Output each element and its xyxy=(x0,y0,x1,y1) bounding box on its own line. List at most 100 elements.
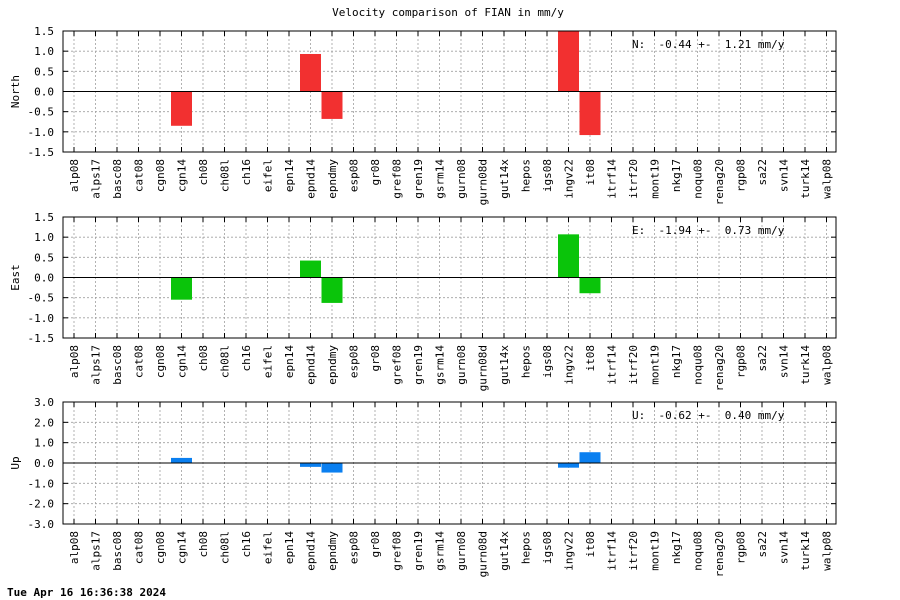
x-tick-label-gsrm14: gsrm14 xyxy=(434,531,447,571)
x-tick-label-cat08: cat08 xyxy=(133,159,146,192)
x-tick-label-cat08: cat08 xyxy=(133,531,146,564)
x-tick-label-gsrm14: gsrm14 xyxy=(434,159,447,199)
x-tick-label-itrf14: itrf14 xyxy=(606,159,619,199)
x-tick-label-ch08: ch08 xyxy=(197,345,210,372)
x-tick-label-svn14: svn14 xyxy=(778,159,791,192)
x-tick-label-basc08: basc08 xyxy=(111,159,124,199)
x-tick-label-epnd14: epnd14 xyxy=(305,531,318,571)
bar-epnd14 xyxy=(300,260,321,278)
x-tick-label-igs08: igs08 xyxy=(541,531,554,564)
x-tick-label-mont19: mont19 xyxy=(649,159,662,199)
summary-annotation: U: -0.62 +- 0.40 mm/y xyxy=(632,409,785,422)
x-tick-label-ch16: ch16 xyxy=(240,345,253,372)
x-tick-label-alp08: alp08 xyxy=(68,159,81,192)
x-tick-label-it08: it08 xyxy=(584,345,597,372)
x-tick-label-hepos: hepos xyxy=(520,159,533,192)
x-tick-label-renag20: renag20 xyxy=(713,531,726,577)
x-tick-label-itrf20: itrf20 xyxy=(627,159,640,199)
y-axis-label: East xyxy=(9,264,22,291)
x-tick-label-eifel: eifel xyxy=(262,531,275,564)
x-tick-label-noqu08: noqu08 xyxy=(692,345,705,385)
bar-epndmy xyxy=(321,91,343,119)
x-tick-label-eifel: eifel xyxy=(262,159,275,192)
x-tick-label-esp08: esp08 xyxy=(348,345,361,378)
bar-ingv22 xyxy=(558,31,579,92)
y-tick-label: 0.0 xyxy=(34,272,54,285)
y-tick-label: -3.0 xyxy=(28,518,55,531)
x-tick-label-noqu08: noqu08 xyxy=(692,159,705,199)
x-tick-label-renag20: renag20 xyxy=(713,345,726,391)
x-tick-label-rgp08: rgp08 xyxy=(735,345,748,378)
x-tick-label-alps17: alps17 xyxy=(90,345,103,385)
x-tick-label-gren19: gren19 xyxy=(412,345,425,385)
x-tick-label-epnd14: epnd14 xyxy=(305,159,318,199)
x-tick-label-esp08: esp08 xyxy=(348,159,361,192)
x-tick-label-cgn08: cgn08 xyxy=(154,345,167,378)
x-tick-label-it08: it08 xyxy=(584,531,597,558)
x-tick-label-esp08: esp08 xyxy=(348,531,361,564)
y-tick-label: 3.0 xyxy=(34,396,54,409)
x-tick-label-turk14: turk14 xyxy=(799,159,812,199)
x-tick-label-itrf14: itrf14 xyxy=(606,531,619,571)
y-tick-label: -2.0 xyxy=(28,498,55,511)
x-tick-label-itrf14: itrf14 xyxy=(606,345,619,385)
y-tick-label: -1.5 xyxy=(28,332,55,345)
bar-it08 xyxy=(579,452,601,463)
x-tick-label-gurn08d: gurn08d xyxy=(477,159,490,205)
x-tick-label-alp08: alp08 xyxy=(68,345,81,378)
x-tick-label-epn14: epn14 xyxy=(283,159,296,192)
x-tick-label-renag20: renag20 xyxy=(713,159,726,205)
bar-ingv22 xyxy=(558,234,579,278)
bar-it08 xyxy=(579,91,601,136)
x-tick-label-cgn14: cgn14 xyxy=(176,531,189,564)
x-tick-label-alps17: alps17 xyxy=(90,531,103,571)
y-axis-label: North xyxy=(9,75,22,108)
x-tick-label-gurn08d: gurn08d xyxy=(477,345,490,391)
x-tick-label-ch08l: ch08l xyxy=(219,531,232,564)
panel-east: 1.5 1.0 0.5 0.0 -0.5 -1.0 -1.5 alp08 alps17 basc0… xyxy=(9,211,837,391)
y-tick-label: 0.5 xyxy=(34,65,54,78)
x-tick-label-gref08: gref08 xyxy=(391,345,404,385)
x-tick-label-walp08: walp08 xyxy=(821,159,834,199)
y-tick-label: -1.0 xyxy=(28,477,55,490)
y-tick-label: -1.0 xyxy=(28,312,55,325)
y-tick-label: 1.0 xyxy=(34,437,54,450)
x-tick-label-epndmy: epndmy xyxy=(326,531,339,571)
x-tick-label-cgn08: cgn08 xyxy=(154,159,167,192)
x-tick-label-basc08: basc08 xyxy=(111,345,124,385)
panel-north: 1.5 1.0 0.5 0.0 -0.5 -1.0 -1.5 alp08 alps17 basc0… xyxy=(9,25,837,205)
y-tick-label: 0.0 xyxy=(34,457,54,470)
bar-ingv22 xyxy=(558,463,579,468)
x-tick-label-epn14: epn14 xyxy=(283,531,296,564)
x-tick-label-turk14: turk14 xyxy=(799,345,812,385)
x-tick-label-itrf20: itrf20 xyxy=(627,531,640,571)
x-tick-label-sa22: sa22 xyxy=(756,345,769,372)
x-tick-label-nkg17: nkg17 xyxy=(670,159,683,192)
x-tick-label-gurn08: gurn08 xyxy=(455,345,468,385)
panel-up: 3.0 2.0 1.0 0.0 -1.0 -2.0 -3.0 alp08 alps17 basc0… xyxy=(9,396,837,577)
x-tick-label-epndmy: epndmy xyxy=(326,345,339,385)
x-tick-label-igs08: igs08 xyxy=(541,345,554,378)
x-tick-label-ingv22: ingv22 xyxy=(563,531,576,571)
x-tick-label-walp08: walp08 xyxy=(821,531,834,571)
x-tick-label-itrf20: itrf20 xyxy=(627,345,640,385)
x-tick-label-walp08: walp08 xyxy=(821,345,834,385)
x-tick-label-ch16: ch16 xyxy=(240,159,253,186)
plot-frame xyxy=(62,216,837,339)
bar-epnd14 xyxy=(300,53,321,92)
y-tick-label: 0.5 xyxy=(34,251,54,264)
x-tick-label-gr08: gr08 xyxy=(369,531,382,558)
bar-cgn14 xyxy=(171,277,192,300)
bar-cgn14 xyxy=(171,457,192,463)
x-tick-label-nkg17: nkg17 xyxy=(670,345,683,378)
x-tick-label-gut14x: gut14x xyxy=(498,531,511,571)
x-tick-label-gren19: gren19 xyxy=(412,159,425,199)
chart-title: Velocity comparison of FIAN in mm/y xyxy=(332,6,564,19)
x-tick-label-rgp08: rgp08 xyxy=(735,531,748,564)
bar-cgn14 xyxy=(171,91,192,126)
x-tick-label-noqu08: noqu08 xyxy=(692,531,705,571)
x-tick-label-svn14: svn14 xyxy=(778,531,791,564)
y-tick-label: 2.0 xyxy=(34,416,54,429)
x-tick-label-gren19: gren19 xyxy=(412,531,425,571)
